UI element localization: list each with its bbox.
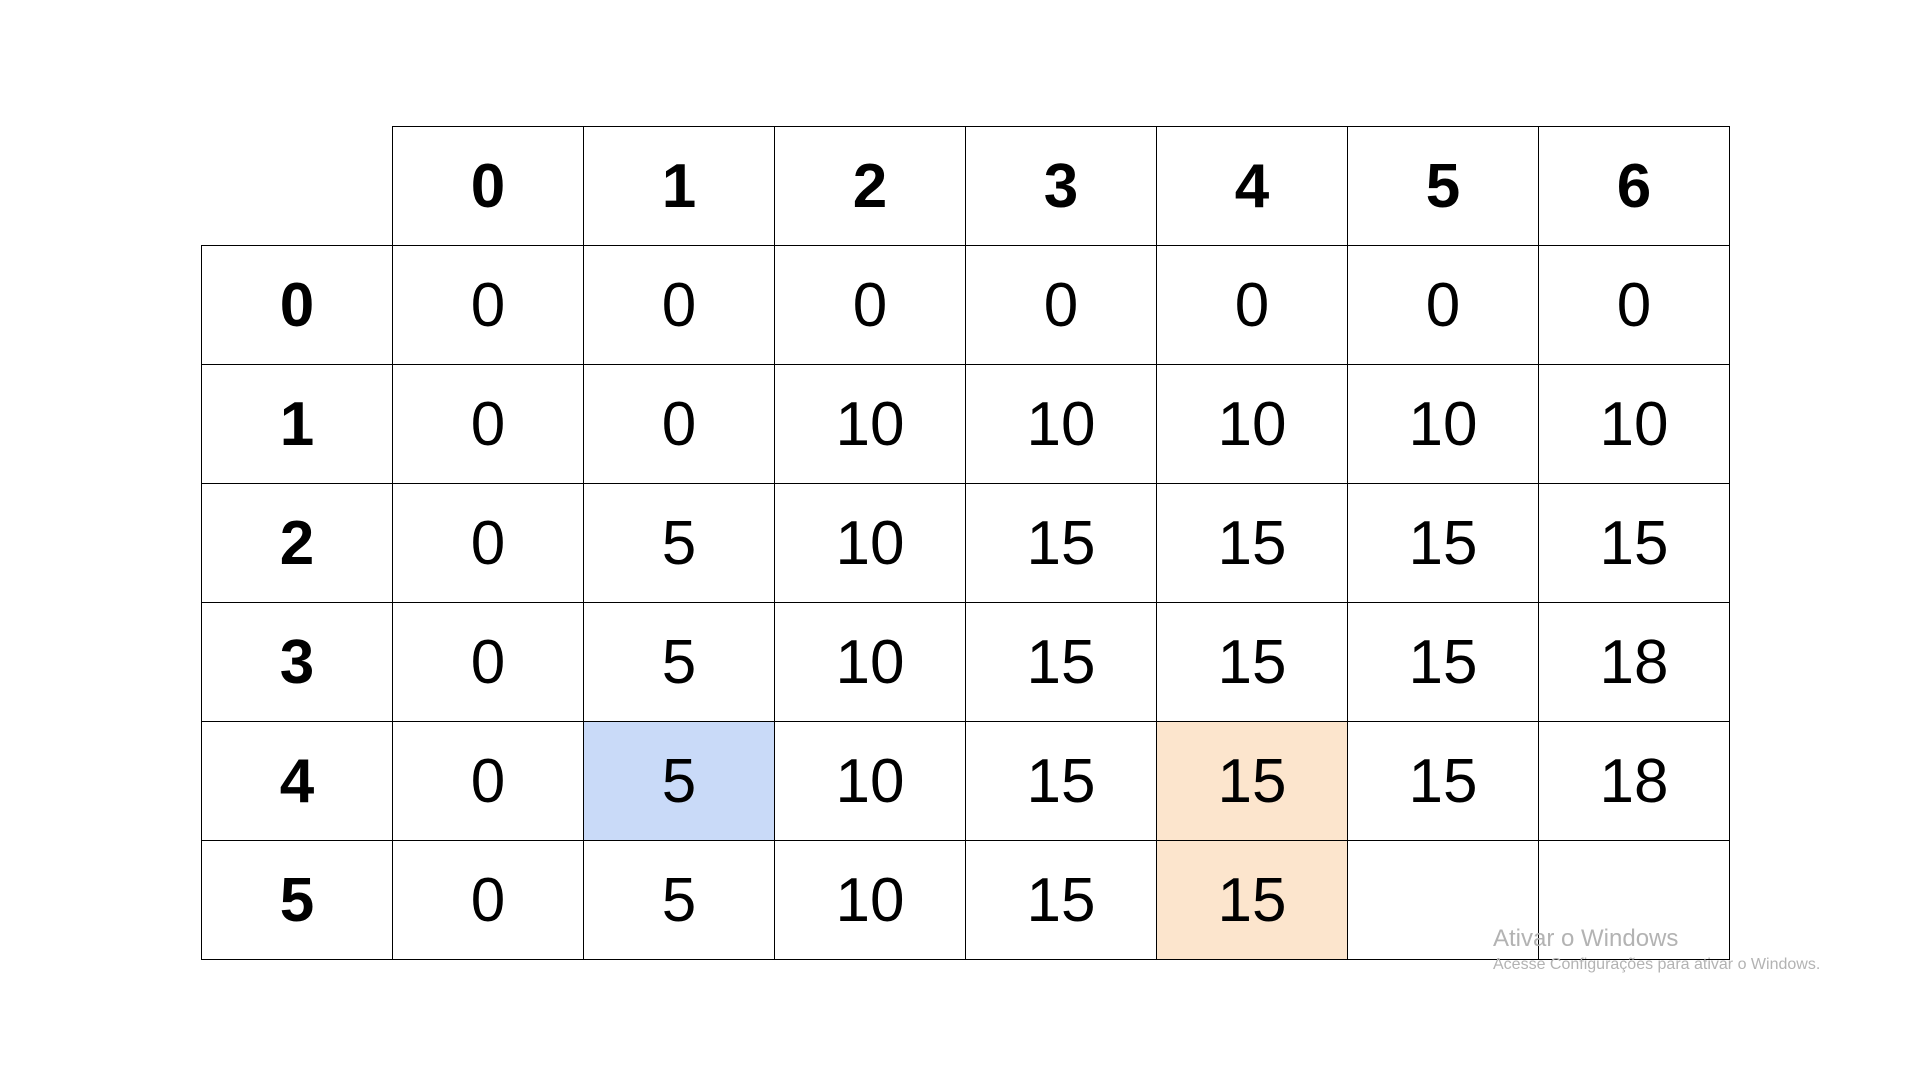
table-cell: 10 (965, 364, 1157, 484)
highlighted-cell-orange: 15 (1156, 721, 1348, 841)
watermark-title: Ativar o Windows (1493, 925, 1679, 952)
column-header: 1 (583, 126, 775, 246)
table-cell: 0 (965, 245, 1157, 365)
table-cell (1538, 840, 1730, 960)
column-header: 3 (965, 126, 1157, 246)
table-cell: 15 (1538, 483, 1730, 603)
table-cell: 0 (392, 245, 584, 365)
table-cell: 15 (1156, 483, 1348, 603)
table-cell: 5 (583, 483, 775, 603)
table-cell: 10 (1156, 364, 1348, 484)
column-header: 2 (774, 126, 966, 246)
highlighted-cell-orange: 15 (1156, 840, 1348, 960)
table-cell: 15 (965, 483, 1157, 603)
table-cell: 5 (583, 602, 775, 722)
table-cell: 15 (965, 602, 1157, 722)
table-cell: 10 (1538, 364, 1730, 484)
corner-cell (201, 126, 393, 246)
table-row: 5 0 5 10 15 15 (201, 840, 1730, 960)
table-cell: 0 (392, 840, 584, 960)
table-cell: 10 (774, 721, 966, 841)
table-cell: 10 (774, 483, 966, 603)
table-cell: 0 (1347, 245, 1539, 365)
column-header: 4 (1156, 126, 1348, 246)
table-cell: 0 (583, 364, 775, 484)
row-header: 2 (201, 483, 393, 603)
highlighted-cell-blue: 5 (583, 721, 775, 841)
table-cell: 0 (392, 483, 584, 603)
table-cell: 0 (583, 245, 775, 365)
column-header: 6 (1538, 126, 1730, 246)
header-row: 0 1 2 3 4 5 6 (201, 126, 1730, 246)
row-header: 0 (201, 245, 393, 365)
table-cell: 0 (392, 364, 584, 484)
table-cell: 0 (1538, 245, 1730, 365)
column-header: 5 (1347, 126, 1539, 246)
table-cell: 18 (1538, 602, 1730, 722)
table-cell: 15 (965, 721, 1157, 841)
table-row: 3 0 5 10 15 15 15 18 (201, 602, 1730, 722)
table-cell: 10 (1347, 364, 1539, 484)
table-cell: 10 (774, 602, 966, 722)
table-cell: 0 (774, 245, 966, 365)
table-row: 2 0 5 10 15 15 15 15 (201, 483, 1730, 603)
table-cell (1347, 840, 1539, 960)
table-cell: 10 (774, 364, 966, 484)
table-cell: 5 (583, 840, 775, 960)
watermark-subtitle: Acesse Configurações para ativar o Windo… (1493, 956, 1821, 973)
row-header: 3 (201, 602, 393, 722)
row-header: 5 (201, 840, 393, 960)
table-cell: 15 (965, 840, 1157, 960)
table-cell: 15 (1156, 602, 1348, 722)
column-header: 0 (392, 126, 584, 246)
table-row: 0 0 0 0 0 0 0 0 (201, 245, 1730, 365)
table-cell: 10 (774, 840, 966, 960)
table-cell: 0 (392, 602, 584, 722)
table-cell: 0 (1156, 245, 1348, 365)
row-header: 1 (201, 364, 393, 484)
row-header: 4 (201, 721, 393, 841)
table-cell: 15 (1347, 602, 1539, 722)
table-cell: 0 (392, 721, 584, 841)
table-row: 1 0 0 10 10 10 10 10 (201, 364, 1730, 484)
dp-table: 0 1 2 3 4 5 6 0 0 0 0 0 0 0 0 1 0 0 10 1… (201, 126, 1730, 960)
table-row: 4 0 5 10 15 15 15 18 (201, 721, 1730, 841)
table-cell: 15 (1347, 483, 1539, 603)
table-cell: 15 (1347, 721, 1539, 841)
windows-activation-watermark: Ativar o Windows Acesse Configurações pa… (1493, 924, 1820, 976)
table-cell: 18 (1538, 721, 1730, 841)
